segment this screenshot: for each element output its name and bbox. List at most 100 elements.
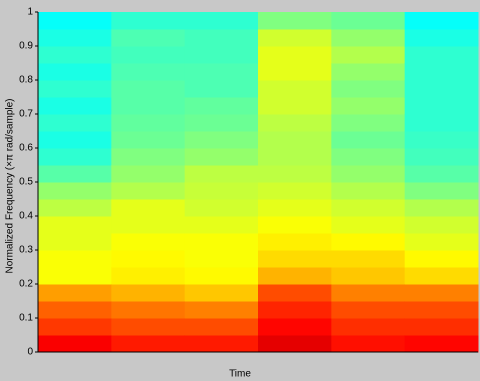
heat-cell	[111, 131, 186, 149]
y-axis-label: Normalized Frequency (×π rad/sample)	[5, 98, 16, 273]
heat-cell	[258, 267, 332, 285]
heat-cell	[184, 114, 259, 132]
heat-cell	[404, 12, 479, 30]
heat-cell	[258, 29, 332, 47]
heat-cell	[38, 63, 112, 81]
heat-cell	[331, 97, 406, 115]
heat-cell	[331, 114, 406, 132]
heat-cell	[404, 114, 479, 132]
heat-cell	[184, 46, 259, 64]
heat-cell	[258, 301, 332, 319]
y-tick-label: 0.5	[19, 177, 33, 188]
heat-cell	[404, 148, 479, 166]
heat-cell	[331, 165, 406, 183]
heat-cell	[258, 335, 332, 353]
y-tick-label: 0.3	[19, 245, 33, 256]
heat-cell	[184, 250, 259, 268]
heat-cell	[38, 148, 112, 166]
heat-cell	[111, 63, 186, 81]
heat-cell	[258, 165, 332, 183]
heat-cell	[331, 182, 406, 200]
y-tick-label: 0.2	[19, 279, 33, 290]
heat-cell	[184, 12, 259, 30]
heat-cell	[258, 131, 332, 149]
heat-cell	[111, 46, 186, 64]
heat-cell	[184, 284, 259, 302]
heat-cell	[404, 318, 479, 336]
y-tick-label: 0.1	[19, 313, 33, 324]
y-tick-label: 0.6	[19, 143, 33, 154]
heat-cell	[331, 63, 406, 81]
heat-cell	[258, 284, 332, 302]
heat-cell	[38, 12, 112, 30]
heat-cell	[404, 29, 479, 47]
heat-cell	[258, 97, 332, 115]
heat-cell	[331, 284, 406, 302]
heat-cell	[184, 80, 259, 98]
heat-cell	[184, 216, 259, 234]
heat-cell	[404, 131, 479, 149]
heat-cell	[184, 97, 259, 115]
heat-cell	[404, 165, 479, 183]
heat-cell	[331, 216, 406, 234]
heat-cell	[38, 29, 112, 47]
heat-cell	[331, 46, 406, 64]
heat-cell	[258, 216, 332, 234]
heat-cell	[184, 267, 259, 285]
heat-cell	[38, 267, 112, 285]
heat-cell	[331, 335, 406, 353]
heat-cell	[331, 318, 406, 336]
heat-cell	[184, 335, 259, 353]
x-axis-label: Time	[229, 369, 251, 380]
heat-cell	[111, 233, 186, 251]
heat-cell	[38, 318, 112, 336]
y-tick-label: 0	[27, 347, 33, 358]
heat-cell	[258, 46, 332, 64]
heat-cell	[404, 335, 479, 353]
heat-cell	[331, 12, 406, 30]
heat-cell	[404, 46, 479, 64]
heat-cell	[111, 216, 186, 234]
heat-cell	[184, 63, 259, 81]
heat-cell	[404, 97, 479, 115]
heat-cell	[38, 216, 112, 234]
heat-cell	[111, 29, 186, 47]
y-tick-label: 0.7	[19, 109, 33, 120]
heat-cell	[184, 165, 259, 183]
heat-cell	[111, 250, 186, 268]
heat-cell	[111, 12, 186, 30]
heat-cell	[38, 335, 112, 353]
plot-area	[38, 12, 479, 353]
heat-cell	[184, 148, 259, 166]
heat-cell	[404, 233, 479, 251]
heat-cell	[404, 301, 479, 319]
heat-cell	[258, 114, 332, 132]
y-tick-label: 0.8	[19, 75, 33, 86]
heat-cell	[38, 165, 112, 183]
heat-cell	[38, 182, 112, 200]
heat-cell	[331, 267, 406, 285]
heat-cell	[404, 284, 479, 302]
heat-cell	[331, 131, 406, 149]
heat-cell	[258, 318, 332, 336]
heat-cell	[331, 250, 406, 268]
heat-cell	[184, 29, 259, 47]
heat-cell	[331, 80, 406, 98]
heat-cell	[184, 182, 259, 200]
heat-cell	[38, 97, 112, 115]
heat-cell	[404, 199, 479, 217]
heat-cell	[331, 199, 406, 217]
heat-cell	[404, 250, 479, 268]
heat-cell	[404, 80, 479, 98]
heat-cell	[258, 80, 332, 98]
heat-cell	[38, 250, 112, 268]
heat-cell	[331, 233, 406, 251]
heat-cell	[404, 216, 479, 234]
heat-cell	[111, 318, 186, 336]
heat-cell	[111, 165, 186, 183]
heat-cell	[184, 233, 259, 251]
heat-cell	[38, 131, 112, 149]
heat-cell	[38, 301, 112, 319]
